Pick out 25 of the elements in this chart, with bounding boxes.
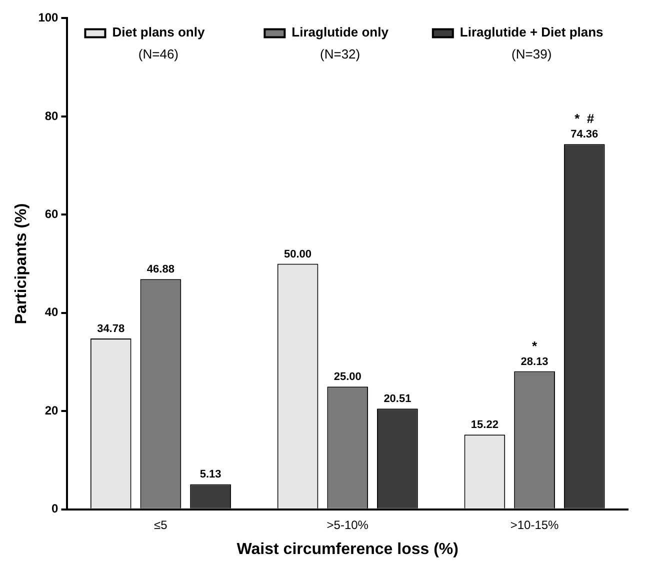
legend-label: Liraglutide only (N=32) [292,24,390,62]
data-label: 25.00 [334,371,362,384]
x-tick-label: ≤5 [154,518,168,532]
data-label: 20.51 [384,393,412,406]
annotation: * # [574,111,595,126]
legend-label: Diet plans only (N=46) [112,24,206,62]
x-tick-label: >5-10% [326,518,369,532]
data-label: 74.36 [570,128,598,141]
data-label: 5.13 [200,468,222,481]
annotation: * [532,338,538,354]
data-label: 15.22 [470,419,498,432]
y-tick-label: 40 [44,305,59,320]
y-tick-label: 0 [52,502,59,516]
y-axis-title: Participants (%) [13,203,30,324]
y-tick-label: 60 [44,206,59,221]
y-tick-label: 80 [44,108,59,123]
x-axis-title: Waist circumference loss (%) [236,540,458,558]
legend-label: Liraglutide + Diet plans (N=39) [460,24,604,62]
x-tick-label: >10-15% [510,518,560,532]
y-tick-label: 100 [38,10,59,25]
y-tick-label: 20 [44,403,59,418]
data-label: 50.00 [284,248,312,260]
data-label: 28.13 [520,356,548,368]
data-label: 46.88 [146,264,174,276]
data-label: 34.78 [97,323,125,336]
